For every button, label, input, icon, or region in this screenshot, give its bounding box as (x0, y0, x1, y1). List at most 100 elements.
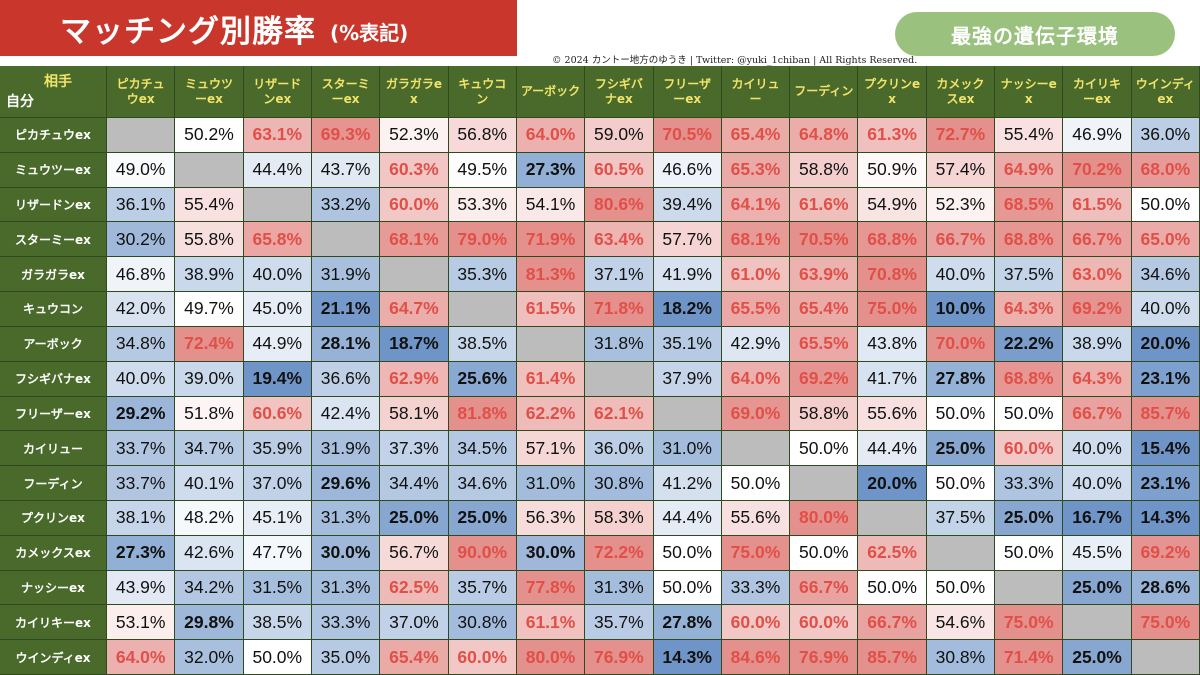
matrix-cell: 50.0% (995, 396, 1064, 432)
matrix-cell: 58.8% (790, 396, 859, 432)
matrix-cell: 31.9% (311, 257, 381, 293)
matrix-cell: 36.0% (585, 431, 654, 467)
matrix-cell: 37.0% (380, 605, 449, 641)
matrix-cell: 60.0% (790, 605, 859, 641)
matrix-cell: 70.0% (926, 326, 996, 362)
matrix-cell: 49.7% (175, 292, 244, 327)
matrix-cell: 71.9% (516, 222, 586, 258)
matrix-cell: 58.3% (585, 500, 654, 536)
matrix-cell: 77.8% (516, 570, 586, 606)
column-header: リザードンex (243, 66, 312, 118)
row-header: リザードンex (0, 187, 107, 223)
matrix-cell: 31.5% (243, 570, 312, 606)
matrix-cell: 68.1% (721, 222, 791, 258)
matrix-cell: 30.8% (448, 605, 517, 641)
matrix-cell: 64.0% (516, 118, 586, 153)
row-header: ミュウツーex (0, 152, 107, 188)
self-axis-label: 自分 (6, 93, 34, 109)
matrix-cell: 19.4% (243, 361, 312, 397)
page-title: マッチング別勝率 (60, 13, 316, 50)
matrix-cell: 54.6% (926, 605, 996, 641)
matrix-cell: 44.9% (243, 326, 312, 362)
matrix-cell: 64.7% (380, 292, 449, 327)
matrix-cell: 29.6% (311, 466, 381, 501)
matrix-cell: 62.5% (380, 570, 449, 606)
matrix-cell: 18.7% (380, 326, 449, 362)
matrix-cell: 65.5% (721, 292, 791, 327)
matrix-cell: 35.1% (653, 326, 722, 362)
matrix-cell: 75.0% (721, 535, 791, 571)
matrix-cell: 37.3% (380, 431, 449, 467)
matrix-cell: 61.3% (858, 118, 927, 153)
matrix-cell: 75.0% (1131, 605, 1200, 641)
matrix-cell: 81.8% (448, 396, 517, 432)
matrix-cell: 22.2% (995, 326, 1064, 362)
matrix-cell: 62.5% (858, 535, 927, 571)
matrix-cell: 40.0% (1063, 466, 1132, 501)
matrix-cell: 21.1% (311, 292, 381, 327)
matrix-cell: 16.7% (1063, 500, 1132, 536)
matrix-cell: 52.3% (380, 118, 449, 153)
matrix-cell: 46.9% (1063, 118, 1132, 153)
matrix-cell: 68.8% (995, 361, 1064, 397)
matrix-cell: 65.3% (721, 152, 791, 188)
row-header: アーボック (0, 326, 107, 362)
matrix-cell: 38.5% (448, 326, 517, 362)
matrix-cell: 25.6% (448, 361, 517, 397)
matrix-cell: 85.7% (858, 640, 927, 675)
matrix-cell-empty (380, 257, 449, 293)
matrix-cell: 57.1% (516, 431, 586, 467)
matrix-cell: 23.1% (1131, 466, 1200, 501)
matrix-cell: 50.0% (926, 396, 996, 432)
matrix-cell: 71.8% (585, 292, 654, 327)
matrix-cell-empty (1131, 640, 1200, 675)
matrix-cell: 40.0% (926, 257, 996, 293)
matrix-cell: 80.0% (790, 500, 859, 536)
matrix-cell: 42.9% (721, 326, 791, 362)
matrix-cell: 30.0% (311, 535, 381, 571)
matrix-cell: 38.5% (243, 605, 312, 641)
matrix-cell: 29.2% (107, 396, 176, 432)
matrix-cell: 46.6% (653, 152, 722, 188)
matrix-cell: 69.2% (1131, 535, 1200, 571)
matrix-cell: 50.0% (653, 570, 722, 606)
matrix-cell: 40.0% (243, 257, 312, 293)
matrix-cell: 69.3% (311, 118, 381, 153)
matrix-cell: 14.3% (653, 640, 722, 675)
matrix-cell: 85.7% (1131, 396, 1200, 432)
matrix-cell: 42.0% (107, 292, 176, 327)
matrix-cell: 58.1% (380, 396, 449, 432)
matrix-cell: 53.3% (448, 187, 517, 223)
column-header: フーディン (790, 66, 859, 118)
matrix-cell: 27.8% (653, 605, 722, 641)
matrix-cell: 50.0% (243, 640, 312, 675)
column-header: フシギバナex (585, 66, 654, 118)
matrix-cell: 61.6% (790, 187, 859, 223)
matrix-cell: 80.0% (516, 640, 586, 675)
matrix-cell: 65.5% (790, 326, 859, 362)
matrix-cell: 31.0% (653, 431, 722, 467)
matrix-cell: 57.7% (653, 222, 722, 258)
matrix-cell: 44.4% (858, 431, 927, 467)
row-header: ピカチュウex (0, 118, 107, 153)
row-header: カメックスex (0, 535, 107, 571)
matrix-cell: 62.1% (585, 396, 654, 432)
matrix-cell-empty (995, 570, 1064, 606)
matrix-cell: 50.0% (926, 466, 996, 501)
winrate-matrix: 相手 自分 ピカチュウex ミュウツーex リザードンex スターミーex ガラガラex キュ… (0, 66, 1200, 675)
matrix-cell: 39.4% (653, 187, 722, 223)
matrix-cell: 34.6% (1131, 257, 1200, 293)
matrix-cell-empty (107, 118, 176, 153)
matrix-cell: 66.7% (1063, 222, 1132, 258)
matrix-cell: 36.1% (107, 187, 176, 223)
matrix-cell: 37.5% (995, 257, 1064, 293)
matrix-cell: 34.8% (107, 326, 176, 362)
matrix-cell: 69.2% (1063, 292, 1132, 327)
matrix-cell: 61.5% (516, 292, 586, 327)
matrix-cell: 60.0% (995, 431, 1064, 467)
matrix-cell: 70.5% (653, 118, 722, 153)
matrix-cell: 72.4% (175, 326, 244, 362)
row-header: フシギバナex (0, 361, 107, 397)
matrix-cell: 60.5% (585, 152, 654, 188)
matrix-cell: 69.0% (721, 396, 791, 432)
